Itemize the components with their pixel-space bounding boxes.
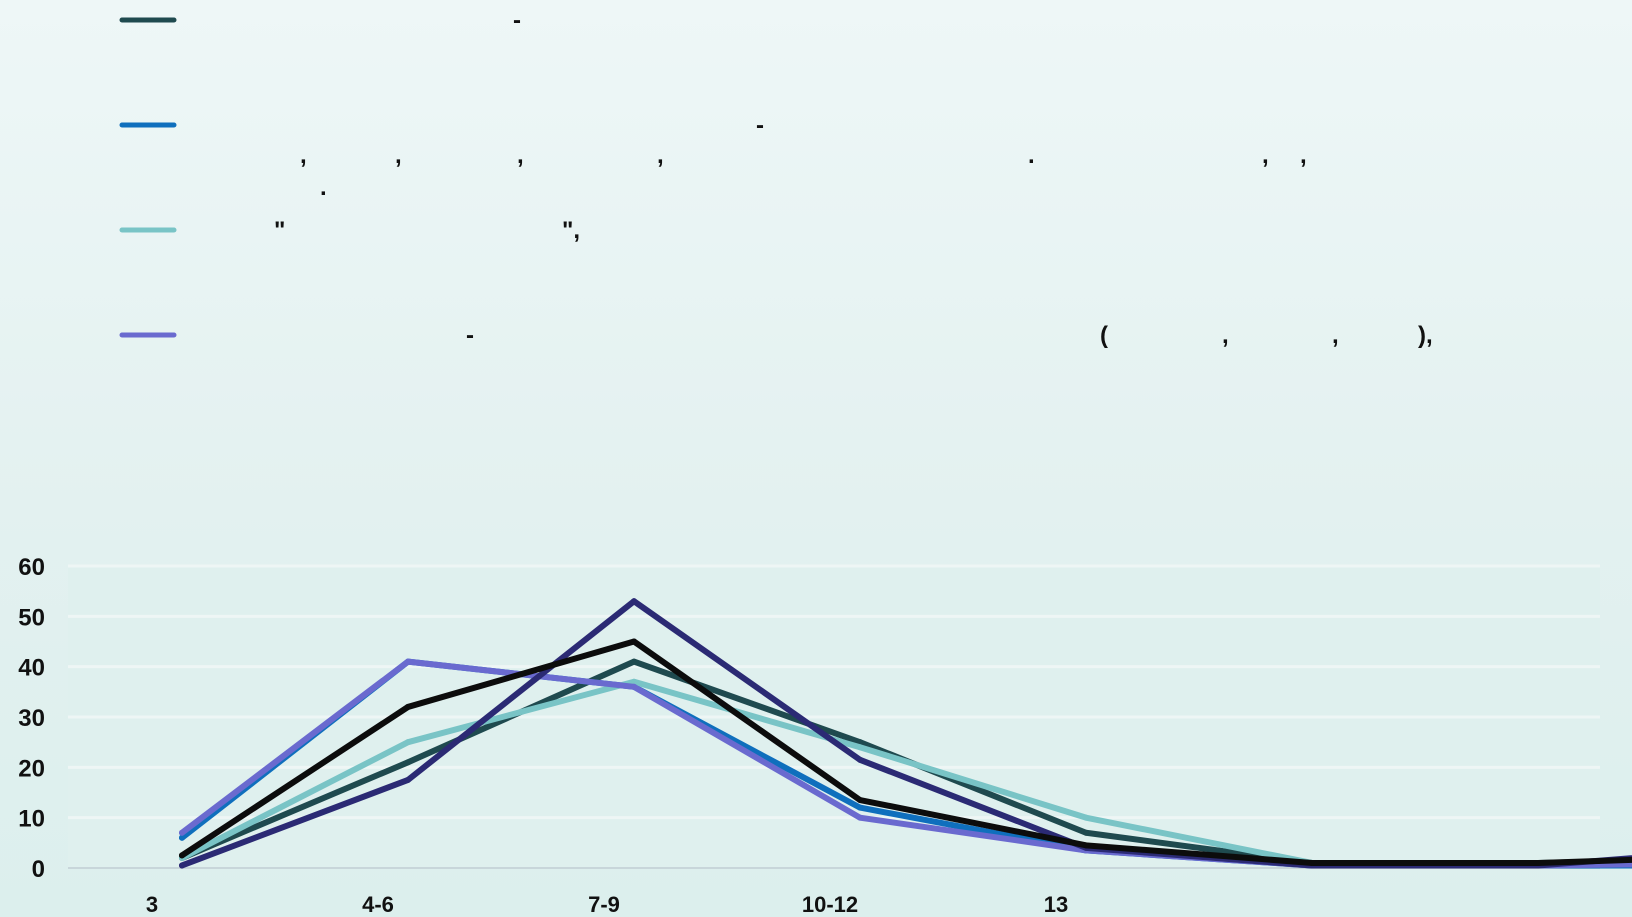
legend-text: , [1222,322,1229,349]
legend-text: ), [1418,322,1433,349]
y-tick-label: 20 [18,755,45,782]
legend-text: ", [562,217,580,244]
legend: --,,,,., ,." ",-(,,), [122,7,1433,349]
data-point [179,852,185,858]
data-point [857,805,863,811]
data-point [179,830,185,836]
legend-text: , [657,142,664,169]
x-tick-label: 10-12 [802,892,858,917]
data-point [857,815,863,821]
y-tick-label: 50 [18,604,45,631]
y-tick-label: 10 [18,806,45,833]
data-point [1083,815,1089,821]
legend-item: " ", [122,217,580,244]
data-point [1309,860,1315,866]
legend-text: , [1262,142,1269,169]
data-point [631,639,637,645]
data-point [405,659,411,665]
data-point [857,797,863,803]
x-tick-label: 13 [1044,892,1068,917]
data-point [179,862,185,868]
legend-text: . [1028,142,1035,169]
data-point [857,757,863,763]
legend-text: . [320,174,327,201]
legend-text: , [1300,142,1307,169]
legend-item: - [122,7,521,34]
legend-item: - (,,), [122,322,1433,349]
data-point [631,598,637,604]
data-point [631,684,637,690]
data-point [405,777,411,783]
legend-text: - [756,112,764,139]
legend-text: , [300,142,307,169]
x-tick-label: 7-9 [588,892,620,917]
legend-text: - [466,322,474,349]
legend-item: -,,,,.,,. [122,112,1307,201]
data-point [405,704,411,710]
y-tick-label: 40 [18,655,45,682]
data-point [405,739,411,745]
data-point [631,659,637,665]
legend-text: - [513,7,521,34]
legend-text: , [1332,322,1339,349]
data-point [1083,842,1089,848]
data-point [857,744,863,750]
y-axis: 0 10 20 30 40 50 60 [18,554,45,883]
x-tick-label: 4-6 [362,892,394,917]
x-axis: 3 4-6 7-9 10-12 13 [146,892,1068,917]
data-point [405,759,411,765]
y-tick-label: 30 [18,705,45,732]
y-tick-label: 0 [32,856,45,883]
data-point [1083,830,1089,836]
legend-text: " [274,217,285,244]
data-point [1535,860,1541,866]
legend-text: ( [1100,322,1108,349]
x-tick-label: 3 [146,892,158,917]
legend-text: , [517,142,524,169]
legend-text: , [395,142,402,169]
y-tick-label: 60 [18,554,45,581]
